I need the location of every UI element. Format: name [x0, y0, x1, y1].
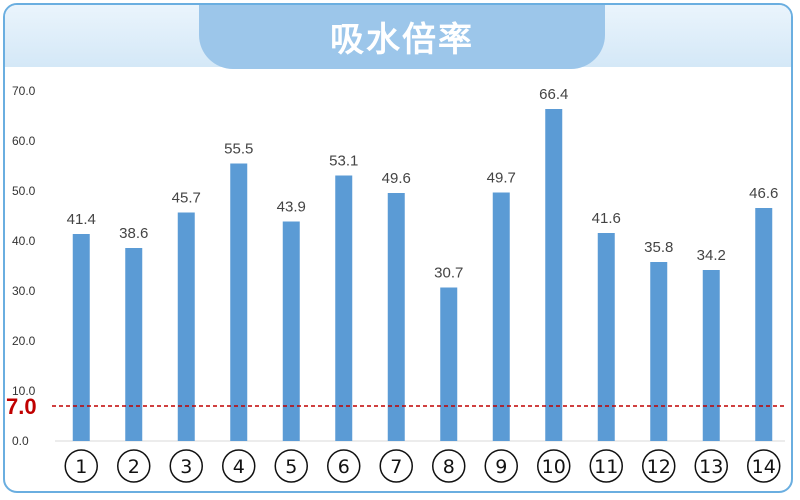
data-label: 53.1 [329, 153, 358, 170]
bar [597, 233, 615, 441]
category-circle [537, 449, 571, 483]
category-label: 6 [338, 456, 350, 478]
category-circle [379, 449, 413, 483]
data-label: 49.6 [382, 170, 411, 187]
bar [72, 234, 90, 441]
data-label: 41.4 [67, 211, 96, 228]
bar [177, 212, 195, 441]
category-circle [747, 449, 781, 483]
bar [650, 262, 668, 441]
data-label: 55.5 [224, 141, 253, 158]
category-label: 11 [594, 456, 618, 478]
category-circle [484, 449, 518, 483]
bar [492, 192, 510, 441]
category-label: 12 [647, 456, 671, 478]
category-label: 9 [495, 456, 507, 478]
category-circle [327, 449, 361, 483]
category-label: 8 [443, 456, 455, 478]
category-label: 10 [542, 456, 566, 478]
bar [282, 221, 300, 441]
chart-title: 吸水倍率 [330, 19, 474, 60]
data-label: 41.6 [592, 210, 621, 227]
category-circle [432, 449, 466, 483]
category-circle [169, 449, 203, 483]
data-label: 45.7 [172, 190, 201, 207]
category-label: 4 [233, 456, 245, 478]
data-label: 34.2 [697, 247, 726, 264]
reference-line-label: 7.0 [6, 394, 37, 419]
category-label: 1 [75, 456, 87, 478]
y-tick-label: 60.0 [12, 134, 36, 148]
bar [230, 163, 248, 441]
category-label: 5 [285, 456, 297, 478]
category-circle [64, 449, 98, 483]
category-label: 2 [128, 456, 140, 478]
y-tick-label: 0.0 [12, 434, 29, 448]
category-label: 14 [752, 456, 776, 478]
y-tick-label: 50.0 [12, 184, 36, 198]
data-label: 66.4 [539, 86, 568, 103]
bar [125, 248, 143, 441]
data-label: 35.8 [644, 239, 673, 256]
category-circle [589, 449, 623, 483]
y-tick-label: 40.0 [12, 234, 36, 248]
category-label: 3 [180, 456, 192, 478]
category-label: 7 [390, 456, 402, 478]
data-label: 49.7 [487, 170, 516, 187]
bar [387, 193, 405, 441]
data-label: 43.9 [277, 199, 306, 216]
bar [755, 208, 773, 441]
category-circle [642, 449, 676, 483]
category-label: 13 [699, 456, 723, 478]
y-tick-label: 70.0 [12, 84, 36, 98]
category-circle [694, 449, 728, 483]
bar [335, 175, 353, 441]
bar [702, 270, 720, 441]
data-label: 30.7 [434, 265, 463, 282]
y-tick-label: 20.0 [12, 334, 36, 348]
category-circle [117, 449, 151, 483]
data-label: 46.6 [749, 185, 778, 202]
category-circle [222, 449, 256, 483]
bar [545, 109, 563, 441]
y-tick-label: 30.0 [12, 284, 36, 298]
data-label: 38.6 [119, 225, 148, 242]
bar [440, 287, 458, 441]
y-tick-label: 10.0 [12, 384, 36, 398]
title-banner: 吸水倍率 [199, 5, 605, 69]
category-circle [274, 449, 308, 483]
